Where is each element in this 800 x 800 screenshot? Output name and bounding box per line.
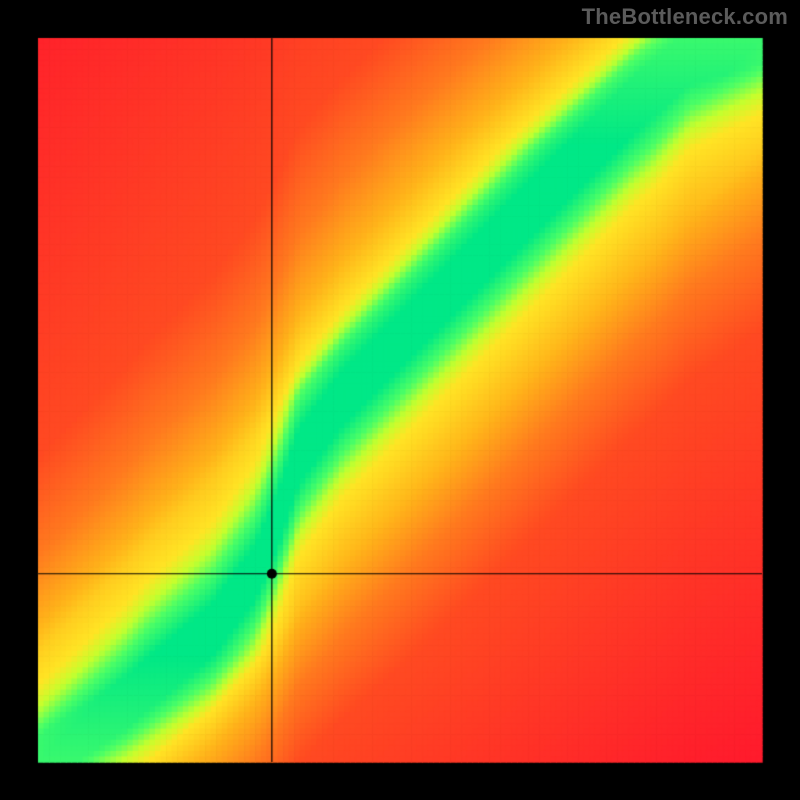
bottleneck-heatmap: [0, 0, 800, 800]
watermark-text: TheBottleneck.com: [582, 4, 788, 30]
